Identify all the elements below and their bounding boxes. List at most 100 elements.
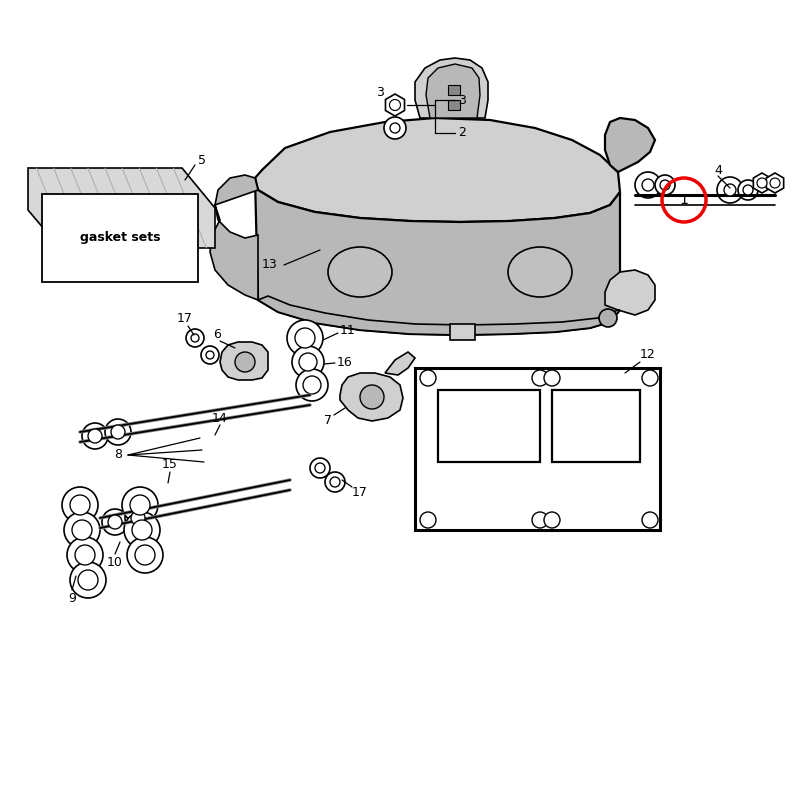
Polygon shape: [605, 118, 655, 172]
Text: 13: 13: [262, 258, 278, 271]
Circle shape: [62, 487, 98, 523]
Text: 14: 14: [212, 411, 228, 425]
Text: 10: 10: [107, 555, 123, 569]
Bar: [448, 85, 460, 95]
Text: 9: 9: [68, 591, 76, 605]
Ellipse shape: [508, 247, 572, 297]
Circle shape: [122, 487, 158, 523]
Text: 17: 17: [177, 311, 193, 325]
Polygon shape: [754, 173, 770, 193]
Circle shape: [292, 346, 324, 378]
Polygon shape: [220, 342, 268, 380]
Text: 1: 1: [679, 193, 689, 207]
Circle shape: [642, 512, 658, 528]
Circle shape: [544, 512, 560, 528]
Circle shape: [420, 370, 436, 386]
Circle shape: [78, 570, 98, 590]
Text: 15: 15: [162, 458, 178, 471]
Circle shape: [201, 346, 219, 364]
Polygon shape: [210, 175, 258, 300]
Circle shape: [738, 180, 758, 200]
Text: gasket sets: gasket sets: [80, 231, 160, 245]
Text: 3: 3: [458, 94, 466, 106]
Circle shape: [360, 385, 384, 409]
Circle shape: [642, 179, 654, 191]
Circle shape: [124, 512, 160, 548]
Circle shape: [390, 99, 401, 110]
Bar: [448, 100, 460, 110]
Circle shape: [111, 425, 125, 439]
Circle shape: [105, 419, 131, 445]
Text: 11: 11: [340, 323, 356, 337]
Circle shape: [130, 495, 150, 515]
Circle shape: [384, 117, 406, 139]
Circle shape: [532, 512, 548, 528]
Text: 12: 12: [640, 349, 656, 362]
Polygon shape: [385, 352, 415, 375]
Polygon shape: [415, 368, 660, 530]
Polygon shape: [28, 168, 215, 248]
Text: 3: 3: [376, 86, 384, 98]
Circle shape: [724, 184, 736, 196]
Circle shape: [757, 178, 767, 188]
Circle shape: [131, 511, 145, 525]
Polygon shape: [415, 58, 488, 118]
Circle shape: [743, 185, 753, 195]
Circle shape: [88, 429, 102, 443]
Circle shape: [82, 423, 108, 449]
Circle shape: [532, 370, 548, 386]
Circle shape: [325, 472, 345, 492]
Circle shape: [135, 545, 155, 565]
Circle shape: [315, 463, 325, 473]
Circle shape: [717, 177, 743, 203]
Polygon shape: [450, 324, 475, 340]
Polygon shape: [605, 270, 655, 315]
Text: 6: 6: [213, 329, 221, 342]
Polygon shape: [552, 390, 640, 462]
Circle shape: [296, 369, 328, 401]
Circle shape: [295, 328, 315, 348]
Circle shape: [660, 180, 670, 190]
Polygon shape: [766, 173, 784, 193]
Circle shape: [206, 351, 214, 359]
Polygon shape: [255, 178, 620, 335]
Circle shape: [635, 172, 661, 198]
Text: 17: 17: [352, 486, 368, 498]
Circle shape: [186, 329, 204, 347]
Polygon shape: [438, 390, 540, 462]
Circle shape: [125, 505, 151, 531]
Circle shape: [420, 512, 436, 528]
Polygon shape: [386, 94, 405, 116]
Circle shape: [599, 309, 617, 327]
Text: 16: 16: [337, 355, 353, 369]
Text: 8: 8: [114, 449, 122, 462]
Circle shape: [330, 477, 340, 487]
Circle shape: [287, 320, 323, 356]
Circle shape: [127, 537, 163, 573]
Circle shape: [191, 334, 199, 342]
Circle shape: [108, 515, 122, 529]
Circle shape: [72, 520, 92, 540]
Circle shape: [642, 370, 658, 386]
Circle shape: [70, 495, 90, 515]
Polygon shape: [258, 296, 620, 335]
Circle shape: [303, 376, 321, 394]
Circle shape: [67, 537, 103, 573]
Circle shape: [132, 520, 152, 540]
Circle shape: [310, 458, 330, 478]
Text: 4: 4: [714, 163, 722, 177]
Circle shape: [235, 352, 255, 372]
Circle shape: [544, 370, 560, 386]
Text: 5: 5: [198, 154, 206, 166]
Polygon shape: [426, 64, 480, 118]
Circle shape: [75, 545, 95, 565]
Text: 7: 7: [324, 414, 332, 426]
Circle shape: [770, 178, 780, 188]
Circle shape: [390, 123, 400, 133]
Ellipse shape: [328, 247, 392, 297]
Circle shape: [102, 509, 128, 535]
Text: 2: 2: [458, 126, 466, 139]
Polygon shape: [340, 373, 403, 421]
Circle shape: [70, 562, 106, 598]
Polygon shape: [255, 118, 620, 222]
